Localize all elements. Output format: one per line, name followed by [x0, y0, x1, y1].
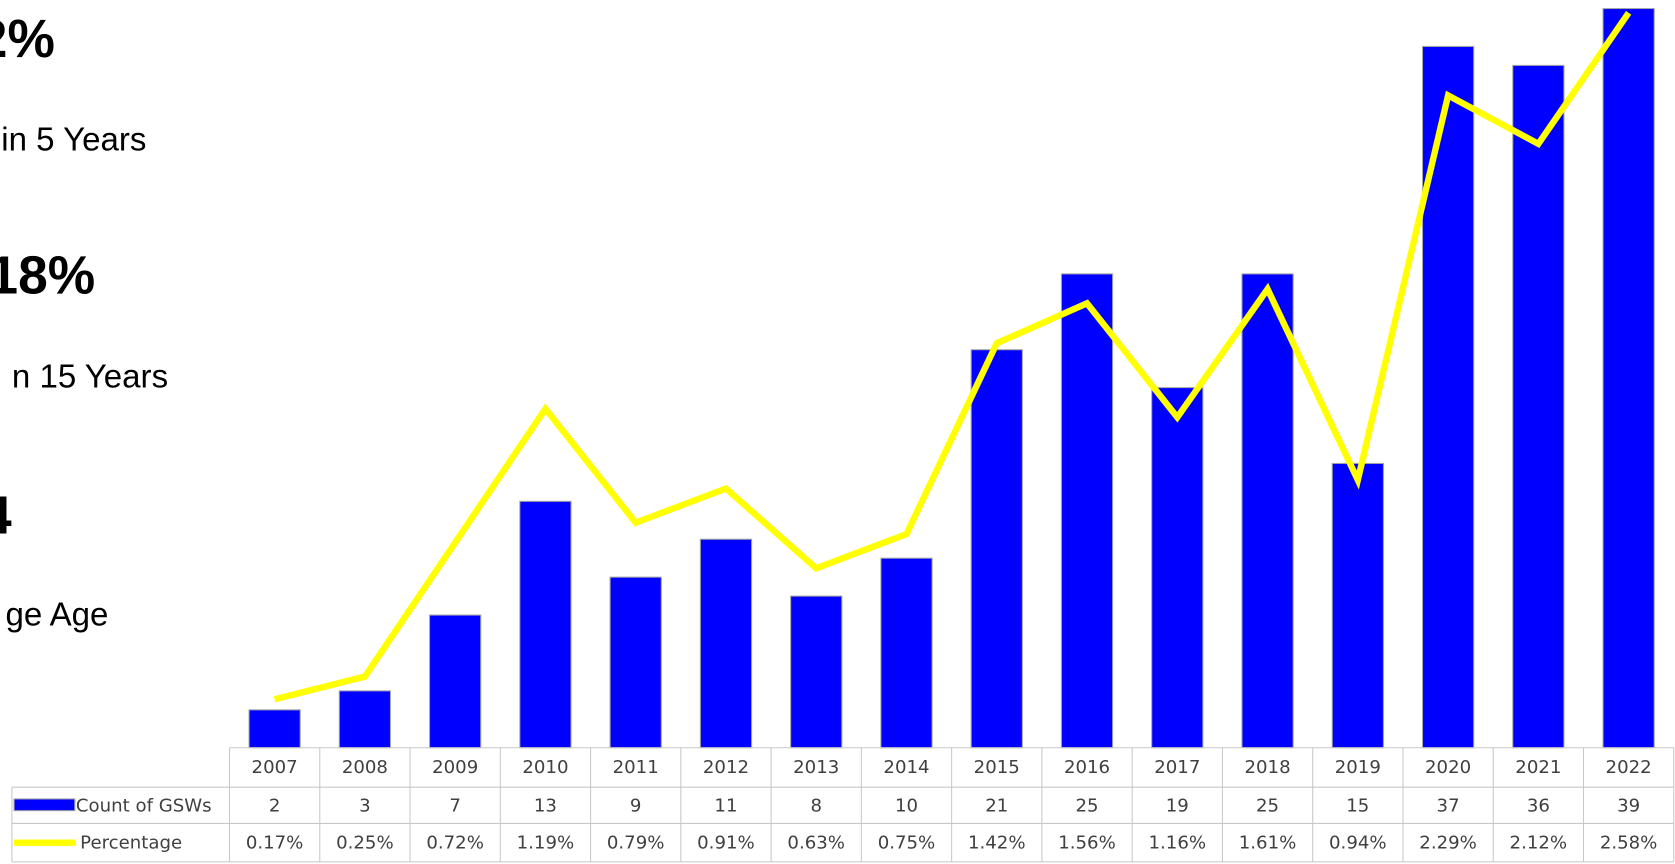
x-tick-label: 2018 — [1244, 757, 1290, 778]
table-value: 37 — [1437, 795, 1460, 816]
table-value: 21 — [985, 795, 1008, 816]
table-value: 1.61% — [1239, 833, 1297, 854]
table-value: 39 — [1617, 795, 1640, 816]
table-value: 2 — [269, 795, 281, 816]
x-tick-label: 2007 — [252, 757, 298, 778]
bar — [1421, 45, 1475, 749]
bar — [609, 576, 662, 749]
bar — [429, 614, 482, 749]
table-value: 15 — [1346, 795, 1369, 816]
x-tick-label: 2016 — [1064, 757, 1110, 778]
bar — [1151, 387, 1204, 749]
x-tick-label: 2009 — [432, 757, 478, 778]
table-value: 25 — [1256, 795, 1279, 816]
table-value: 1.56% — [1058, 833, 1116, 854]
table-value: 0.63% — [787, 833, 845, 854]
table-value: 19 — [1166, 795, 1189, 816]
x-tick-label: 2008 — [342, 757, 388, 778]
stat-value: 2% — [0, 10, 55, 69]
table-value: 1.16% — [1149, 833, 1207, 854]
table-value: 9 — [630, 795, 642, 816]
table-value: 3 — [359, 795, 371, 816]
x-tick-label: 2015 — [974, 757, 1020, 778]
bar — [1060, 273, 1114, 749]
table-value: 2.29% — [1419, 833, 1477, 854]
stat-label: in 5 Years — [1, 122, 146, 159]
bar — [519, 500, 572, 749]
x-tick-label: 2019 — [1335, 757, 1381, 778]
stat-value: 4 — [0, 487, 12, 546]
table-value: 13 — [534, 795, 557, 816]
table-value: 10 — [895, 795, 918, 816]
bar — [338, 690, 392, 749]
stat-label: ge Age — [6, 596, 109, 633]
legend-label: Count of GSWs — [76, 795, 212, 816]
stat-label: n 15 Years — [12, 358, 168, 395]
table-value: 0.72% — [426, 833, 484, 854]
table-value: 11 — [714, 795, 737, 816]
legend-label: Percentage — [80, 833, 182, 854]
table-value: 0.25% — [336, 833, 394, 854]
bar — [1602, 7, 1655, 749]
bar — [1331, 462, 1384, 749]
x-tick-label: 2011 — [613, 757, 659, 778]
bar — [970, 349, 1023, 749]
table-value: 1.42% — [968, 833, 1026, 854]
x-tick-label: 2013 — [793, 757, 839, 778]
x-tick-label: 2017 — [1154, 757, 1200, 778]
table-value: 2.58% — [1600, 833, 1658, 854]
table-value: 0.79% — [607, 833, 665, 854]
legend-swatch — [13, 798, 76, 812]
x-tick-label: 2020 — [1425, 757, 1471, 778]
x-tick-label: 2010 — [522, 757, 568, 778]
x-tick-label: 2022 — [1606, 757, 1652, 778]
table-value: 0.75% — [878, 833, 936, 854]
table-value: 1.19% — [517, 833, 575, 854]
table-value: 0.17% — [246, 833, 304, 854]
stat-value: 18% — [0, 247, 95, 306]
table-value: 2.12% — [1510, 833, 1568, 854]
x-tick-label: 2012 — [703, 757, 749, 778]
bar — [1512, 64, 1565, 749]
bar — [880, 557, 933, 749]
line — [273, 10, 1632, 703]
bar — [790, 595, 843, 749]
table-value: 8 — [810, 795, 822, 816]
bar — [699, 538, 753, 749]
x-tick-label: 2014 — [883, 757, 929, 778]
x-tick-label: 2021 — [1515, 757, 1561, 778]
table-value: 7 — [449, 795, 461, 816]
bar — [248, 709, 301, 749]
table-value: 25 — [1075, 795, 1098, 816]
table-value: 0.91% — [697, 833, 755, 854]
table-value: 36 — [1527, 795, 1550, 816]
bar — [1241, 273, 1294, 749]
table-value: 0.94% — [1329, 833, 1387, 854]
